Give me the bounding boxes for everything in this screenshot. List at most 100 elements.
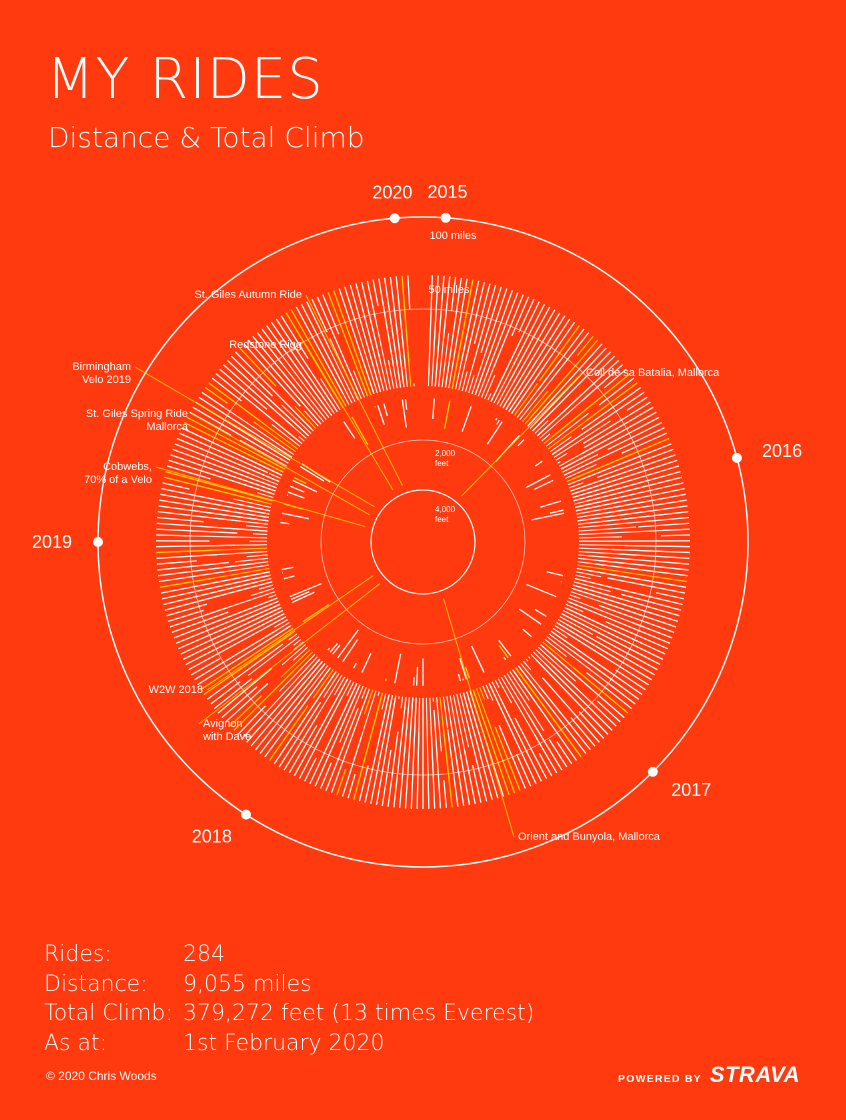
year-label: 2015 <box>427 182 467 202</box>
stat-rides: Rides: 284 <box>44 940 534 970</box>
stat-label: Distance: <box>44 971 148 997</box>
climb-bar <box>201 470 281 497</box>
annotation-leader <box>198 583 381 725</box>
climb-bar <box>571 509 626 520</box>
climb-bar <box>241 450 290 476</box>
climb-bar <box>294 405 321 434</box>
distance-bar <box>582 397 658 444</box>
climb-bar <box>532 386 590 441</box>
climb-bar <box>493 325 541 411</box>
stat-value: 379,272 feet (13 times Everest) <box>183 1001 535 1026</box>
powered-by-label: POWERED BY <box>618 1073 702 1085</box>
distance-bar <box>583 402 661 449</box>
distance-bar <box>473 275 493 344</box>
distance-bar <box>213 363 268 410</box>
climb-bar <box>281 404 316 438</box>
distance-bar <box>451 270 470 368</box>
climb-bar <box>188 579 279 605</box>
climb-ring-2000 <box>320 439 526 645</box>
climb-bar <box>179 595 284 637</box>
distance-bar <box>216 358 292 426</box>
climb-bar <box>182 513 275 526</box>
climb-ring-4000 <box>370 489 476 595</box>
climb-bar <box>473 682 489 722</box>
distance-bar <box>276 308 309 360</box>
distance-bar <box>353 275 379 368</box>
stat-value: 1st February 2020 <box>183 1030 385 1056</box>
distance-bar <box>200 643 284 705</box>
climb-bar <box>281 660 332 726</box>
distance-bar <box>190 625 291 690</box>
distance-bar <box>286 302 369 446</box>
year-marker-dot <box>389 213 400 224</box>
climb-ring-label: 2,000 feet <box>435 449 456 468</box>
distance-bar <box>534 735 562 781</box>
climb-bar <box>478 321 513 404</box>
climb-bar <box>511 662 579 754</box>
year-marker-dot <box>731 452 742 463</box>
climb-bar <box>382 301 399 395</box>
climb-bar <box>558 604 642 644</box>
distance-bar <box>233 341 277 387</box>
climb-bar <box>489 676 519 734</box>
climb-bar <box>364 298 390 397</box>
page-title: MY RIDES <box>46 47 324 112</box>
distance-bar <box>480 278 505 353</box>
climb-bar <box>445 690 460 777</box>
distance-bar <box>644 516 697 523</box>
distance-bar <box>596 635 665 675</box>
annotation-leader <box>305 294 403 486</box>
climb-bar <box>352 344 374 401</box>
climb-bar <box>379 688 391 738</box>
distance-bar <box>428 267 434 376</box>
climb-bar <box>318 679 363 778</box>
climb-bar <box>516 658 567 721</box>
climb-bar <box>571 563 657 578</box>
climb-bar <box>564 472 623 494</box>
climb-bar <box>282 647 318 682</box>
distance-bar <box>302 294 329 347</box>
climb-bar <box>235 557 274 563</box>
climb-bar <box>541 632 623 695</box>
climb-bar <box>566 586 663 618</box>
climb-bar <box>464 685 482 741</box>
stats-panel: Rides: 284 Distance: 9,055 miles Total C… <box>44 940 534 1058</box>
distance-bar <box>171 429 268 474</box>
year-marker-dot <box>647 766 658 777</box>
climb-bar <box>297 673 352 770</box>
annotation-label: Birmingham Velo 2019 <box>72 361 131 386</box>
climb-bar <box>223 406 300 459</box>
distance-ring-label: 50 miles <box>429 284 470 296</box>
climb-bar <box>504 334 560 417</box>
stat-total-climb: Total Climb: 379,272 feet (13 times Ever… <box>44 999 534 1029</box>
climb-bar <box>534 378 607 443</box>
climb-bar <box>533 642 577 682</box>
page-subtitle: Distance & Total Climb <box>48 121 365 154</box>
climb-bar <box>373 310 393 396</box>
distance-bar <box>266 315 326 401</box>
climb-bar <box>212 484 279 503</box>
climb-bar <box>194 510 275 523</box>
annotation-label: W2W 2018 <box>149 684 203 696</box>
climb-bar <box>566 484 617 500</box>
climb-bar <box>541 412 590 451</box>
climb-bar <box>278 359 331 425</box>
climb-bar <box>567 478 656 503</box>
distance-bar <box>164 611 229 636</box>
climb-bar <box>470 683 491 738</box>
climb-bar <box>556 453 599 476</box>
distance-bar <box>598 372 641 406</box>
climb-bar <box>265 395 314 441</box>
distance-bar <box>433 709 442 817</box>
climb-bar <box>572 547 668 553</box>
climb-bar <box>233 498 277 510</box>
climb-bar <box>402 287 412 393</box>
climb-bar <box>312 674 355 753</box>
distance-bar <box>225 350 274 397</box>
climb-bar <box>456 331 474 397</box>
climb-bar <box>248 468 285 485</box>
distance-bar <box>264 705 309 768</box>
climb-bar <box>570 499 656 516</box>
annotation-label: Redstone Rigg <box>229 339 302 351</box>
copyright-text: © 2020 Chris Woods <box>46 1069 157 1083</box>
